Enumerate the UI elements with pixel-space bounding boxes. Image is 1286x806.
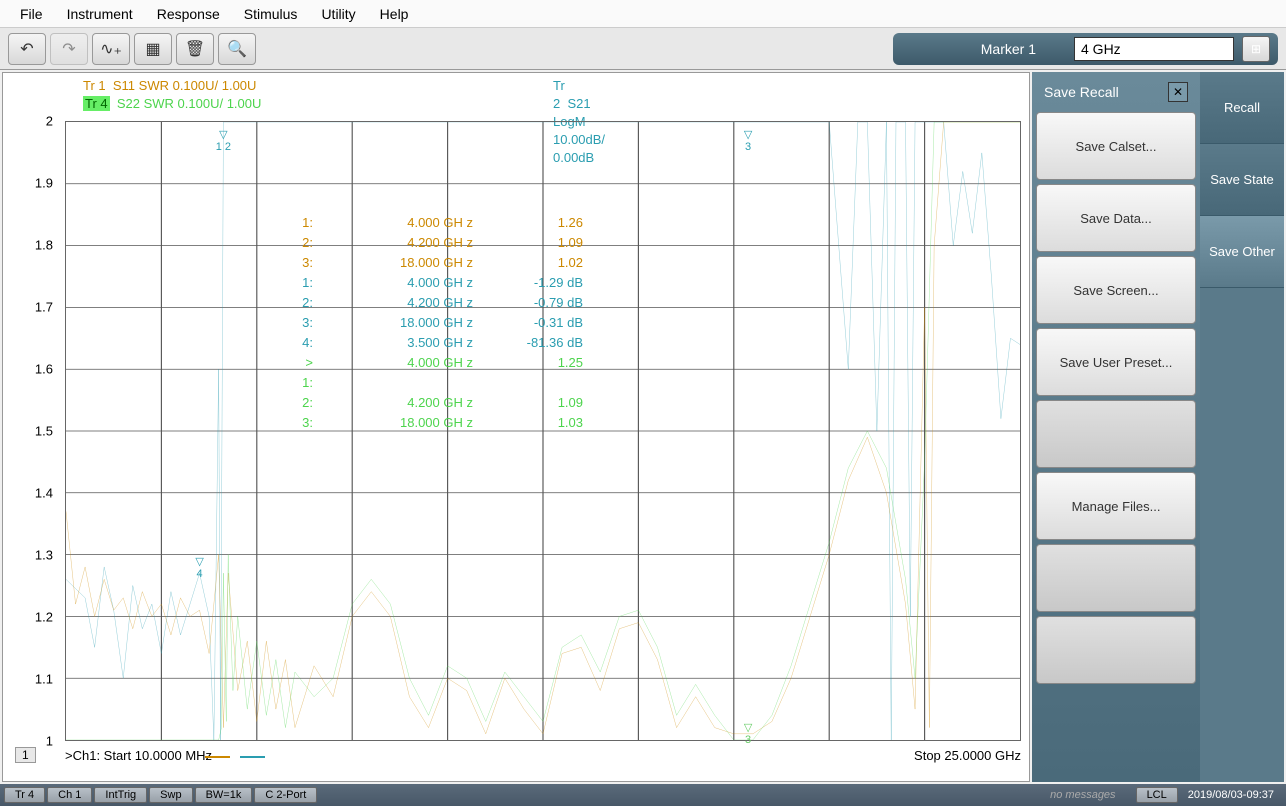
menu-help[interactable]: Help: [368, 2, 421, 26]
delete-button[interactable]: 🗑: [176, 33, 214, 65]
y-tick: 1.3: [35, 548, 53, 563]
marker-readout-row: 3:18.000 GH z1.02: [293, 253, 583, 273]
y-tick: 1.5: [35, 424, 53, 439]
keypad-icon: ⊞: [1251, 42, 1261, 56]
trash-icon: 🗑: [185, 39, 205, 59]
marker-readout-row: 1:4.000 GH z-1.29 dB: [293, 273, 583, 293]
y-axis: 21.91.81.71.61.51.41.31.21.11: [3, 121, 59, 741]
tab-save-state[interactable]: Save State: [1200, 144, 1284, 216]
wave-plus-icon: ∿₊: [100, 39, 122, 59]
side-panel: Save Recall ✕ Save Calset... Save Data..…: [1032, 72, 1284, 782]
close-icon: ✕: [1173, 85, 1183, 99]
marker-readout: 1:4.000 GH z1.262:4.200 GH z1.093:18.000…: [293, 213, 583, 433]
y-tick: 1.6: [35, 362, 53, 377]
status-channel[interactable]: Ch 1: [47, 787, 92, 803]
marker-input[interactable]: [1074, 37, 1234, 61]
y-tick: 1.8: [35, 238, 53, 253]
status-message: no messages: [1050, 789, 1135, 801]
y-tick: 1: [46, 734, 53, 749]
side-tabs: Recall Save State Save Other: [1200, 72, 1284, 782]
channel-tab[interactable]: 1: [15, 747, 36, 763]
window-icon: ▦: [145, 39, 160, 59]
tab-save-other[interactable]: Save Other: [1200, 216, 1284, 288]
marker-triangle[interactable]: ▽4: [195, 555, 203, 580]
menu-instrument[interactable]: Instrument: [55, 2, 145, 26]
empty-button-1: [1036, 400, 1196, 468]
y-tick: 1.9: [35, 176, 53, 191]
tab-recall[interactable]: Recall: [1200, 72, 1284, 144]
save-user-preset-button[interactable]: Save User Preset...: [1036, 328, 1196, 396]
y-tick: 1.2: [35, 610, 53, 625]
marker-readout-row: 1:4.000 GH z1.26: [293, 213, 583, 233]
y-tick: 1.1: [35, 672, 53, 687]
marker-triangle[interactable]: ▽1 2: [216, 128, 231, 153]
add-trace-button[interactable]: ∿₊: [92, 33, 130, 65]
side-buttons: Save Recall ✕ Save Calset... Save Data..…: [1032, 72, 1200, 782]
save-data-button[interactable]: Save Data...: [1036, 184, 1196, 252]
redo-button[interactable]: ↷: [50, 33, 88, 65]
status-bw[interactable]: BW=1k: [195, 787, 253, 803]
redo-icon: ↷: [62, 39, 75, 59]
toolbar: ↶ ↷ ∿₊ ▦ 🗑 🔍 Marker 1 ⊞: [0, 28, 1286, 70]
empty-button-2: [1036, 544, 1196, 612]
save-calset-button[interactable]: Save Calset...: [1036, 112, 1196, 180]
menu-response[interactable]: Response: [145, 2, 232, 26]
menu-stimulus[interactable]: Stimulus: [232, 2, 310, 26]
marker-readout-row: 2:4.200 GH z1.09: [293, 393, 583, 413]
save-screen-button[interactable]: Save Screen...: [1036, 256, 1196, 324]
y-tick: 1.4: [35, 486, 53, 501]
close-panel-button[interactable]: ✕: [1168, 82, 1188, 102]
marker-readout-row: 2:4.200 GH z1.09: [293, 233, 583, 253]
menu-utility[interactable]: Utility: [309, 2, 367, 26]
marker-readout-row: > 1:4.000 GH z1.25: [293, 353, 583, 393]
undo-icon: ↶: [20, 39, 33, 59]
y-tick: 1.7: [35, 300, 53, 315]
chart-zone: Tr 1 S11 SWR 0.100U/ 1.00U Tr 2 S21 LogM…: [2, 72, 1030, 782]
keypad-button[interactable]: ⊞: [1242, 36, 1270, 62]
marker-readout-row: 3:18.000 GH z-0.31 dB: [293, 313, 583, 333]
side-panel-title: Save Recall ✕: [1036, 76, 1196, 108]
status-lcl[interactable]: LCL: [1136, 787, 1178, 803]
marker-readout-row: 2:4.200 GH z-0.79 dB: [293, 293, 583, 313]
menu-file[interactable]: File: [8, 2, 55, 26]
window-button[interactable]: ▦: [134, 33, 172, 65]
marker-readout-row: 3:18.000 GH z1.03: [293, 413, 583, 433]
marker-bar: Marker 1 ⊞: [893, 33, 1278, 65]
marker-label: Marker 1: [901, 41, 1066, 57]
menubar: File Instrument Response Stimulus Utilit…: [0, 0, 1286, 28]
x-stop-label: Stop 25.0000 GHz: [914, 748, 1021, 763]
status-trace[interactable]: Tr 4: [4, 787, 45, 803]
main-area: Tr 1 S11 SWR 0.100U/ 1.00U Tr 2 S21 LogM…: [0, 70, 1286, 784]
trace-4-label[interactable]: Tr 4 S22 SWR 0.100U/ 1.00U: [83, 95, 261, 113]
undo-button[interactable]: ↶: [8, 33, 46, 65]
status-sweep[interactable]: Swp: [149, 787, 192, 803]
x-start-label: >Ch1: Start 10.0000 MHz: [65, 748, 212, 763]
manage-files-button[interactable]: Manage Files...: [1036, 472, 1196, 540]
x-axis: >Ch1: Start 10.0000 MHz Stop 25.0000 GHz: [65, 748, 1021, 763]
status-cal[interactable]: C 2-Port: [254, 787, 317, 803]
marker-readout-row: 4:3.500 GH z-81.36 dB: [293, 333, 583, 353]
marker-triangle[interactable]: ▽3: [744, 128, 752, 153]
status-timestamp: 2019/08/03-09:37: [1180, 789, 1282, 801]
zoom-icon: 🔍: [227, 39, 247, 59]
marker-triangle[interactable]: ▽3: [744, 721, 752, 746]
y-tick: 2: [46, 114, 53, 129]
trace-labels: Tr 1 S11 SWR 0.100U/ 1.00U Tr 2 S21 LogM…: [83, 77, 261, 113]
status-trigger[interactable]: IntTrig: [94, 787, 147, 803]
zoom-button[interactable]: 🔍: [218, 33, 256, 65]
empty-button-3: [1036, 616, 1196, 684]
trace-1-label[interactable]: Tr 1 S11 SWR 0.100U/ 1.00U: [83, 77, 261, 95]
statusbar: Tr 4 Ch 1 IntTrig Swp BW=1k C 2-Port no …: [0, 784, 1286, 806]
